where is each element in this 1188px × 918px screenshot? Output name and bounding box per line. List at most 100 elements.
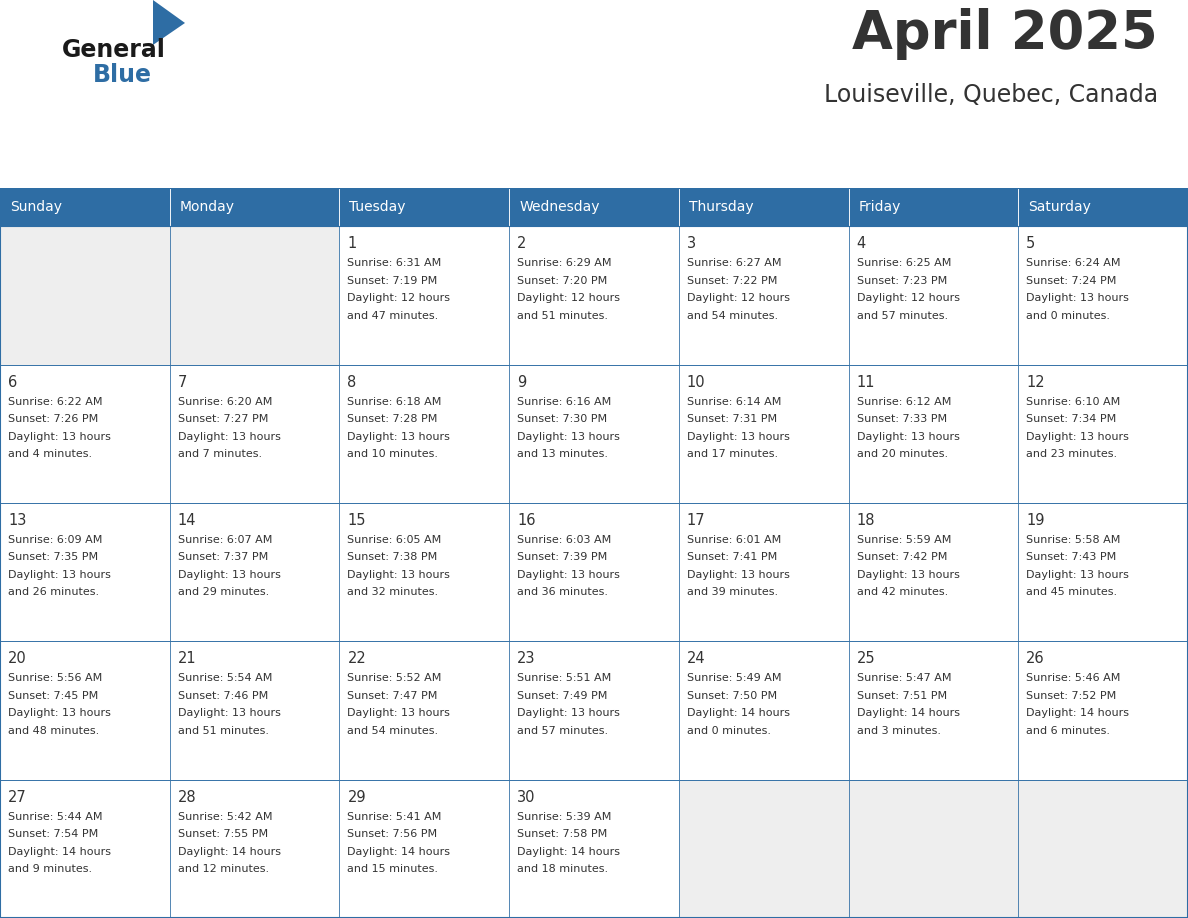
Text: General: General: [62, 38, 166, 62]
Bar: [848, 364, 1018, 503]
Text: Sunrise: 6:20 AM: Sunrise: 6:20 AM: [178, 397, 272, 407]
Text: Sunrise: 6:03 AM: Sunrise: 6:03 AM: [517, 535, 612, 545]
Bar: [848, 503, 1018, 642]
Text: Sunset: 7:46 PM: Sunset: 7:46 PM: [178, 690, 268, 700]
Text: Sunset: 7:51 PM: Sunset: 7:51 PM: [857, 690, 947, 700]
Text: Sunrise: 6:05 AM: Sunrise: 6:05 AM: [347, 535, 442, 545]
Text: Thursday: Thursday: [689, 200, 753, 214]
Text: and 29 minutes.: and 29 minutes.: [178, 588, 268, 598]
Text: Daylight: 13 hours: Daylight: 13 hours: [178, 431, 280, 442]
Text: Sunrise: 6:25 AM: Sunrise: 6:25 AM: [857, 258, 950, 268]
Text: Sunrise: 5:46 AM: Sunrise: 5:46 AM: [1026, 673, 1120, 683]
Text: and 18 minutes.: and 18 minutes.: [517, 864, 608, 874]
Text: 8: 8: [347, 375, 356, 389]
Text: and 10 minutes.: and 10 minutes.: [347, 449, 438, 459]
Bar: [848, 779, 1018, 918]
Text: Sunrise: 5:39 AM: Sunrise: 5:39 AM: [517, 812, 612, 822]
Text: Sunrise: 5:56 AM: Sunrise: 5:56 AM: [8, 673, 102, 683]
Text: Sunset: 7:52 PM: Sunset: 7:52 PM: [1026, 690, 1117, 700]
Bar: [1018, 364, 1188, 503]
Text: Sunrise: 6:01 AM: Sunrise: 6:01 AM: [687, 535, 781, 545]
Text: Sunrise: 5:59 AM: Sunrise: 5:59 AM: [857, 535, 950, 545]
Text: 11: 11: [857, 375, 876, 389]
Text: Sunrise: 5:47 AM: Sunrise: 5:47 AM: [857, 673, 952, 683]
Text: 3: 3: [687, 236, 696, 252]
Text: Daylight: 13 hours: Daylight: 13 hours: [1026, 293, 1129, 303]
Bar: [170, 779, 340, 918]
Text: Sunrise: 6:12 AM: Sunrise: 6:12 AM: [857, 397, 950, 407]
Text: Daylight: 12 hours: Daylight: 12 hours: [687, 293, 790, 303]
Text: Wednesday: Wednesday: [519, 200, 600, 214]
Text: Daylight: 13 hours: Daylight: 13 hours: [857, 431, 960, 442]
Bar: [1018, 779, 1188, 918]
Text: 13: 13: [8, 513, 26, 528]
Text: Sunrise: 6:18 AM: Sunrise: 6:18 AM: [347, 397, 442, 407]
Bar: [848, 226, 1018, 364]
Text: and 57 minutes.: and 57 minutes.: [517, 726, 608, 735]
Text: Sunset: 7:22 PM: Sunset: 7:22 PM: [687, 275, 777, 285]
Text: Sunset: 7:23 PM: Sunset: 7:23 PM: [857, 275, 947, 285]
Text: and 15 minutes.: and 15 minutes.: [347, 864, 438, 874]
Text: Sunrise: 6:07 AM: Sunrise: 6:07 AM: [178, 535, 272, 545]
Text: Sunset: 7:28 PM: Sunset: 7:28 PM: [347, 414, 438, 424]
Bar: [510, 779, 678, 918]
Text: 10: 10: [687, 375, 706, 389]
Text: Daylight: 13 hours: Daylight: 13 hours: [687, 431, 790, 442]
Text: Sunset: 7:49 PM: Sunset: 7:49 PM: [517, 690, 607, 700]
Text: 4: 4: [857, 236, 866, 252]
Text: Daylight: 14 hours: Daylight: 14 hours: [517, 846, 620, 856]
Text: 26: 26: [1026, 651, 1045, 666]
Text: Sunrise: 5:41 AM: Sunrise: 5:41 AM: [347, 812, 442, 822]
Text: and 48 minutes.: and 48 minutes.: [8, 726, 100, 735]
Text: Sunset: 7:42 PM: Sunset: 7:42 PM: [857, 553, 947, 563]
Text: Daylight: 13 hours: Daylight: 13 hours: [178, 570, 280, 580]
Bar: [678, 226, 848, 364]
Text: Daylight: 13 hours: Daylight: 13 hours: [1026, 570, 1129, 580]
Text: and 7 minutes.: and 7 minutes.: [178, 449, 261, 459]
Bar: [1018, 503, 1188, 642]
Text: Daylight: 13 hours: Daylight: 13 hours: [347, 431, 450, 442]
Text: Saturday: Saturday: [1029, 200, 1091, 214]
Bar: [0, 642, 170, 779]
Text: and 23 minutes.: and 23 minutes.: [1026, 449, 1118, 459]
Text: and 39 minutes.: and 39 minutes.: [687, 588, 778, 598]
Text: 12: 12: [1026, 375, 1045, 389]
Text: 2: 2: [517, 236, 526, 252]
Text: Sunrise: 6:24 AM: Sunrise: 6:24 AM: [1026, 258, 1120, 268]
Bar: [510, 188, 678, 226]
Text: Sunrise: 6:10 AM: Sunrise: 6:10 AM: [1026, 397, 1120, 407]
Text: Sunset: 7:47 PM: Sunset: 7:47 PM: [347, 690, 438, 700]
Text: Sunset: 7:43 PM: Sunset: 7:43 PM: [1026, 553, 1117, 563]
Text: and 54 minutes.: and 54 minutes.: [347, 726, 438, 735]
Bar: [170, 188, 340, 226]
Text: Sunset: 7:56 PM: Sunset: 7:56 PM: [347, 829, 437, 839]
Text: Sunset: 7:55 PM: Sunset: 7:55 PM: [178, 829, 267, 839]
Text: Sunset: 7:20 PM: Sunset: 7:20 PM: [517, 275, 607, 285]
Text: Daylight: 13 hours: Daylight: 13 hours: [8, 570, 110, 580]
Text: and 12 minutes.: and 12 minutes.: [178, 864, 268, 874]
Bar: [0, 779, 170, 918]
Text: Daylight: 12 hours: Daylight: 12 hours: [857, 293, 960, 303]
Text: and 47 minutes.: and 47 minutes.: [347, 310, 438, 320]
Text: 16: 16: [517, 513, 536, 528]
Text: and 36 minutes.: and 36 minutes.: [517, 588, 608, 598]
Text: Sunset: 7:27 PM: Sunset: 7:27 PM: [178, 414, 268, 424]
Text: and 4 minutes.: and 4 minutes.: [8, 449, 93, 459]
Text: 21: 21: [178, 651, 196, 666]
Text: Sunset: 7:41 PM: Sunset: 7:41 PM: [687, 553, 777, 563]
Text: Sunday: Sunday: [10, 200, 62, 214]
Text: Daylight: 13 hours: Daylight: 13 hours: [8, 431, 110, 442]
Text: Blue: Blue: [93, 63, 152, 87]
Text: Sunrise: 5:58 AM: Sunrise: 5:58 AM: [1026, 535, 1120, 545]
Text: 28: 28: [178, 789, 196, 805]
Text: and 54 minutes.: and 54 minutes.: [687, 310, 778, 320]
Text: 27: 27: [8, 789, 27, 805]
Bar: [678, 779, 848, 918]
Bar: [1018, 642, 1188, 779]
Bar: [170, 642, 340, 779]
Text: and 6 minutes.: and 6 minutes.: [1026, 726, 1111, 735]
Text: 30: 30: [517, 789, 536, 805]
Bar: [678, 188, 848, 226]
Text: Sunrise: 5:49 AM: Sunrise: 5:49 AM: [687, 673, 782, 683]
Text: Daylight: 14 hours: Daylight: 14 hours: [687, 709, 790, 718]
